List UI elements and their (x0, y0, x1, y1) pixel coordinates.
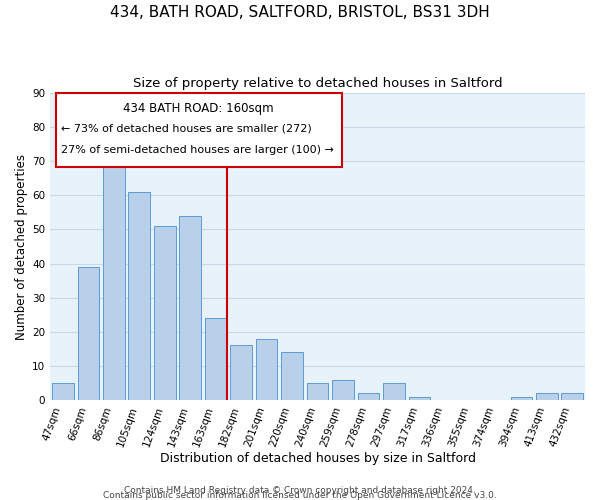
Bar (562, 393, 583, 400)
Bar (358, 393, 379, 400)
Bar (511, 396, 532, 400)
FancyBboxPatch shape (56, 93, 341, 166)
Bar (128, 192, 150, 400)
Bar (205, 318, 227, 400)
Bar (307, 383, 328, 400)
Bar (179, 216, 201, 400)
Bar (77, 267, 99, 400)
Bar (154, 226, 176, 400)
Text: Contains public sector information licensed under the Open Government Licence v3: Contains public sector information licen… (103, 491, 497, 500)
Text: 434, BATH ROAD, SALTFORD, BRISTOL, BS31 3DH: 434, BATH ROAD, SALTFORD, BRISTOL, BS31 … (110, 5, 490, 20)
Text: 27% of semi-detached houses are larger (100) →: 27% of semi-detached houses are larger (… (61, 145, 334, 155)
Y-axis label: Number of detached properties: Number of detached properties (15, 154, 28, 340)
Text: ← 73% of detached houses are smaller (272): ← 73% of detached houses are smaller (27… (61, 124, 311, 134)
X-axis label: Distribution of detached houses by size in Saltford: Distribution of detached houses by size … (160, 452, 476, 465)
Bar (256, 338, 277, 400)
Bar (332, 380, 354, 400)
Bar (409, 396, 430, 400)
Text: Contains HM Land Registry data © Crown copyright and database right 2024.: Contains HM Land Registry data © Crown c… (124, 486, 476, 495)
Bar (103, 151, 125, 400)
Bar (52, 383, 74, 400)
Bar (230, 346, 252, 400)
Text: 434 BATH ROAD: 160sqm: 434 BATH ROAD: 160sqm (123, 102, 274, 116)
Bar (536, 393, 557, 400)
Title: Size of property relative to detached houses in Saltford: Size of property relative to detached ho… (133, 78, 502, 90)
Bar (383, 383, 405, 400)
Bar (281, 352, 303, 400)
